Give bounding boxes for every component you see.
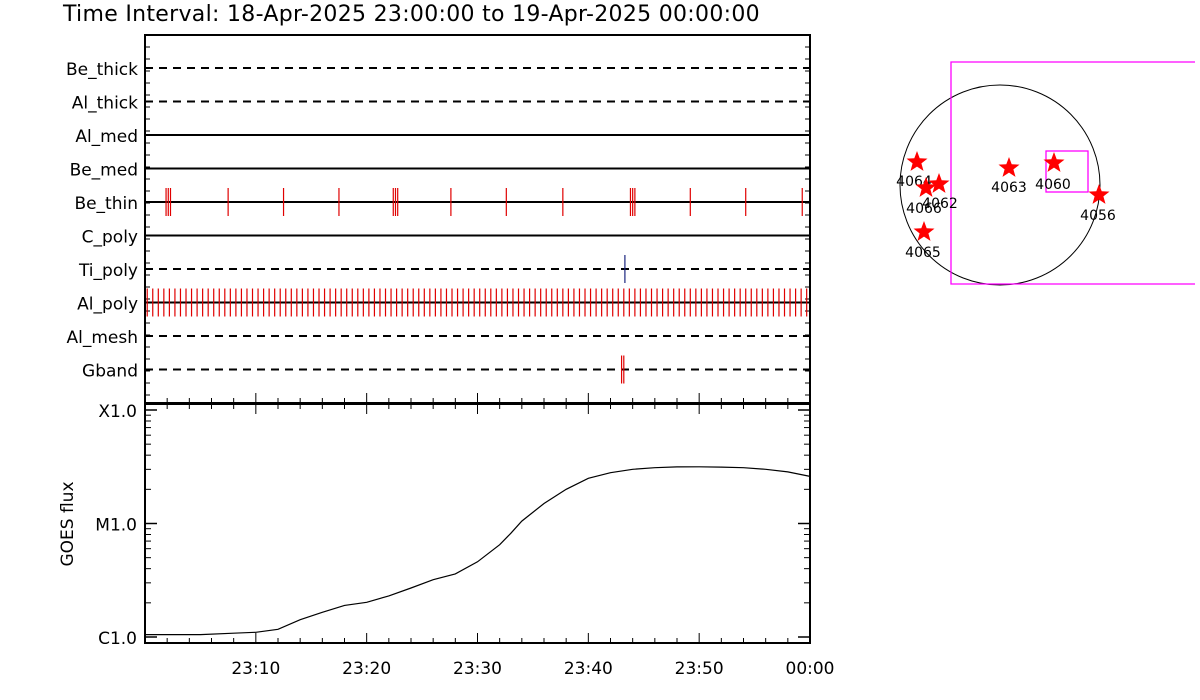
timeline-row-gband: Gband [82, 355, 810, 384]
timeline-row-label: Al_thick [72, 94, 138, 114]
timeline-row-be_thick: Be_thick [66, 60, 810, 80]
active-region-4060: 4060 [1035, 152, 1071, 193]
active-region-label: 4066 [906, 201, 942, 217]
active-region-label: 4060 [1035, 177, 1071, 193]
active-region-label: 4062 [922, 196, 958, 212]
goes-x-tick-label: 23:30 [453, 659, 502, 679]
star-icon [1088, 184, 1110, 204]
solar-disk [899, 84, 1101, 286]
star-icon [928, 173, 950, 193]
goes-panel: C1.0 M1.0 X1.0 23:10 23:20 23:30 23:40 23:50 00:… [58, 402, 835, 679]
fov-box [950, 61, 1195, 285]
timeline-row-be_med: Be_med [70, 161, 810, 181]
timeline-row-al_med: Al_med [75, 127, 810, 147]
goes-y-tick-label: X1.0 [98, 402, 137, 422]
goes-y-tick-label: C1.0 [98, 629, 137, 649]
chart-title: Time Interval: 18-Apr-2025 23:00:00 to 1… [63, 2, 760, 27]
active-region-label: 4056 [1080, 208, 1116, 224]
star-icon [913, 221, 935, 241]
active-region-4063: 4063 [991, 157, 1027, 196]
star-icon [1043, 152, 1065, 172]
goes-flux-line [145, 466, 811, 636]
timeline-row-label: C_poly [82, 228, 138, 248]
goes-x-tick-label: 23:10 [231, 659, 280, 679]
timeline-row-c_poly: C_poly [82, 228, 810, 248]
goes-y-axis-label: GOES flux [58, 481, 78, 566]
timeline-row-be_thin: Be_thin [74, 188, 810, 216]
timeline-row-al_mesh: Al_mesh [66, 328, 810, 348]
timeline-frame [144, 34, 811, 404]
star-icon [998, 157, 1020, 177]
timeline-row-label: Be_thick [66, 60, 138, 80]
star-icon [915, 177, 937, 197]
goes-x-tick-label: 23:50 [675, 659, 724, 679]
timeline-row-label: Be_med [70, 161, 138, 181]
goes-frame [144, 403, 811, 644]
timeline-row-label: Be_thin [74, 194, 138, 214]
goes-x-tick-label: 23:20 [342, 659, 391, 679]
timeline-row-label: Gband [82, 362, 138, 382]
timeline-row-label: Al_med [75, 127, 138, 147]
timeline-panel: Be_thick Al_thick Al_med Be_med Be_thin C_pol… [66, 34, 811, 404]
active-region-4062: 4062 [922, 173, 958, 212]
active-region-label: 4065 [905, 245, 941, 261]
star-icon [906, 151, 928, 171]
timeline-row-label: Al_mesh [66, 328, 138, 348]
timeline-row-label: Ti_poly [78, 261, 138, 281]
active-region-label: 4063 [991, 180, 1027, 196]
goes-x-tick-label: 00:00 [786, 659, 835, 679]
active-region-4065: 4065 [905, 221, 941, 261]
active-region-4066: 4066 [906, 177, 942, 217]
timeline-row-label: Al_poly [77, 295, 138, 315]
goes-x-tick-label: 23:40 [564, 659, 613, 679]
timeline-row-al_thick: Al_thick [72, 94, 810, 114]
timeline-row-al_poly: Al_poly [77, 288, 810, 317]
fov-subbox [1045, 150, 1089, 193]
goes-y-tick-label: M1.0 [95, 516, 137, 536]
active-region-4056: 4056 [1080, 184, 1116, 224]
timeline-row-ti_poly: Ti_poly [78, 255, 810, 283]
